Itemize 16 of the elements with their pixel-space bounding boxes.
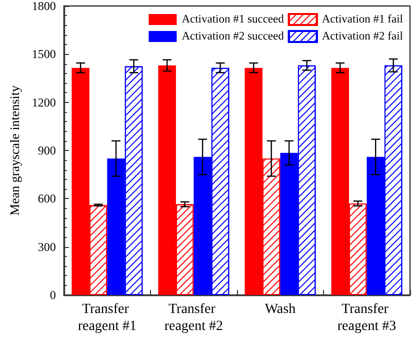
legend-label: Activation #1 succeed xyxy=(182,14,284,26)
x-tick-label: Transfer reagent #2 xyxy=(164,302,224,334)
y-tick-label: 1200 xyxy=(32,95,56,110)
legend-label: Activation #2 succeed xyxy=(182,30,284,42)
y-tick-label: 300 xyxy=(38,240,56,254)
y-tick-label: 1800 xyxy=(32,0,56,13)
legend-label: Activation #2 fail xyxy=(322,30,404,42)
x-tick-label: Wash xyxy=(264,302,296,317)
y-tick-label: 1500 xyxy=(32,47,56,62)
y-tick-label: 600 xyxy=(38,192,56,206)
y-tick-label: 0 xyxy=(50,288,56,302)
x-tick-label: Transfer reagent #3 xyxy=(337,302,396,334)
x-tick-label: Transfer reagent #1 xyxy=(78,302,137,334)
y-axis-title: Mean grayscale intensity xyxy=(7,85,22,216)
y-tick-label: 900 xyxy=(38,144,56,158)
legend-label: Activation #1 fail xyxy=(322,14,404,26)
